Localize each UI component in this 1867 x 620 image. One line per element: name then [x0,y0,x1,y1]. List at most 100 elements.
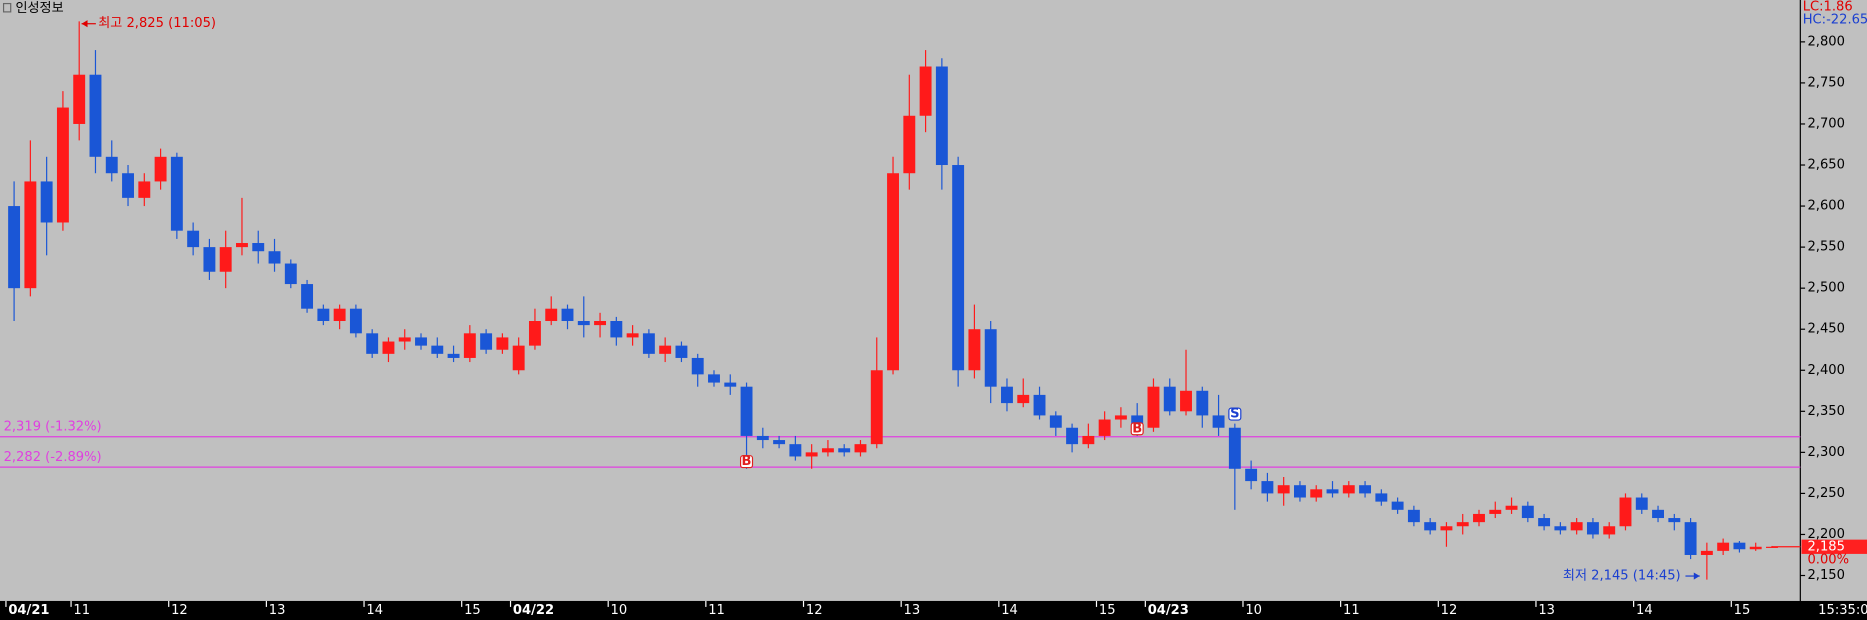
candle-body [952,165,965,371]
candle-body [398,337,411,342]
y-tick-label: 2,800 [1807,34,1844,49]
candle-body [1717,542,1730,551]
candle-body [708,374,720,383]
y-tick-label: 2,350 [1807,404,1844,419]
candle-body [528,321,541,346]
reference-line-label: 2,282 (-2.89%) [4,450,102,465]
candle-body [73,74,86,124]
candle-body [740,386,753,436]
candle-body [903,115,916,174]
candle-body [496,337,509,350]
x-tick-label: 15 [1734,603,1751,618]
candle-body [447,353,460,358]
candle-body [24,181,37,289]
candle-body [626,333,639,338]
candle-body [105,156,118,174]
x-tick-label: 13 [1538,603,1555,618]
candle-body [789,444,802,457]
candle-body [1001,386,1013,404]
candle-body [887,173,899,371]
candle-body [691,357,704,375]
candle-body [1375,493,1388,502]
candle-body [1098,419,1111,436]
signal-label: B [742,454,752,469]
candle-body [1700,550,1713,555]
candle-body [40,181,53,223]
candle-body [56,107,69,223]
candle-body [1196,390,1209,416]
candle-body [1066,427,1079,445]
candle-body [268,251,281,264]
high-label: 최고 2,825 (11:05) [98,15,216,31]
candle-body [984,329,997,387]
time-label: 15:35:00 [1818,603,1867,618]
chart-title: 인성정보 [15,0,63,16]
candle-body [138,181,151,198]
candle-body [366,333,379,354]
y-tick-label: 2,550 [1807,240,1844,255]
candle-body [1766,546,1778,548]
candle-body [170,156,183,231]
y-tick-label: 2,600 [1807,199,1844,214]
candle-body [1212,415,1225,428]
y-tick-label: 2,200 [1807,527,1844,542]
candle-body [1619,497,1632,527]
candle-body [480,333,493,350]
candle-body [154,156,167,182]
y-tick-label: 2,750 [1807,75,1844,90]
candle-body [1489,509,1502,514]
candle-body [724,382,737,387]
x-tick-label: 10 [611,603,628,618]
candle-body [1033,394,1046,416]
candle-body [1391,501,1404,510]
y-tick-label: 2,650 [1807,158,1844,173]
candle-body [1293,485,1306,498]
candle-body [1082,435,1095,445]
candle-body [1342,485,1355,494]
candle-body [1668,518,1681,523]
candle-body [1473,513,1485,523]
x-tick-label: 14 [1636,603,1653,618]
candle-body [805,452,818,457]
candle-body [1228,427,1241,469]
candle-body [756,435,769,441]
candle-body [89,74,102,157]
candle-body [1456,522,1469,527]
candle-body [561,308,574,322]
y-tick-label: 2,400 [1807,363,1844,378]
candle-body [463,333,476,358]
low-label: 최저 2,145 (14:45) [1563,568,1681,584]
candle-body [382,341,395,354]
x-tick-label: 12 [806,603,823,618]
y-tick-label: 2,500 [1807,281,1844,296]
candle-body [854,444,867,453]
last-price-label: 2,185 [1807,539,1844,554]
candle-body [1359,485,1372,494]
x-tick-label: 04/21 [8,603,49,618]
candle-body [1424,522,1437,531]
signal-box [1228,407,1242,421]
change-label: 0.00% [1807,552,1849,567]
candle-body [203,247,216,272]
candle-body [1570,522,1583,531]
candle-body [1310,489,1323,498]
signal-label: B [1132,421,1142,436]
candle-body [1440,526,1453,531]
x-tick-label: 15 [1099,603,1116,618]
candle-body [1733,542,1746,550]
candle-body [1180,390,1192,412]
x-tick-label: 11 [73,603,90,618]
signal-label: S [1230,407,1239,422]
signal-box [1130,422,1144,436]
x-tick-label: 11 [708,603,725,618]
x-tick-label: 04/23 [1148,603,1189,618]
candle-body [333,308,346,322]
candle-body [349,308,362,334]
y-tick-label: 2,450 [1807,322,1844,337]
time-axis-strip [0,600,1867,620]
y-tick-label: 2,300 [1807,445,1844,460]
candle-body [1163,386,1176,412]
candle-body [1652,509,1664,519]
stat-hc: HC:-22.65 [1803,13,1867,28]
